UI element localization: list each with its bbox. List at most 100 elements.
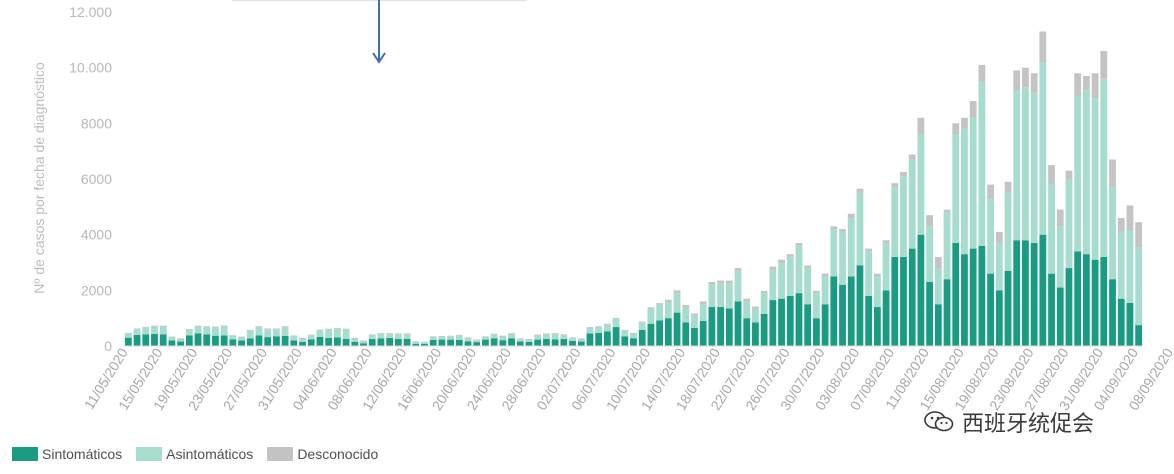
bar-segment-asintomaticos: [1013, 89, 1021, 241]
bar-segment-asintomaticos: [821, 276, 829, 305]
bar-segment-asintomaticos: [804, 268, 812, 305]
bar-segment-asintomaticos: [1039, 62, 1047, 235]
bar-segment-sintomaticos: [647, 323, 655, 346]
bar-segment-sintomaticos: [577, 341, 585, 346]
bar-segment-asintomaticos: [839, 231, 846, 285]
bar-segment-desconocido: [673, 290, 681, 294]
bar-segment-sintomaticos: [142, 334, 150, 346]
bar-segment-asintomaticos: [394, 334, 402, 340]
bar-segment-desconocido: [1100, 50, 1108, 79]
bar-segment-asintomaticos: [133, 329, 141, 335]
bar-segment-asintomaticos: [543, 334, 550, 340]
bar-segment-asintomaticos: [760, 293, 768, 314]
bar-segment-asintomaticos: [926, 226, 934, 282]
bar-segment-sintomaticos: [813, 318, 820, 346]
bar-segment-sintomaticos: [516, 341, 524, 346]
bar-segment-sintomaticos: [333, 337, 341, 346]
bar-segment-sintomaticos: [238, 340, 245, 346]
bar-segment-asintomaticos: [508, 334, 515, 339]
bar-segment-sintomaticos: [403, 338, 411, 346]
bar-segment-desconocido: [752, 306, 759, 309]
bar-segment-sintomaticos: [185, 335, 193, 346]
bar-segment-sintomaticos: [952, 243, 960, 346]
bar-segment-sintomaticos: [447, 339, 454, 346]
bar-segment-desconocido: [212, 326, 219, 328]
bar-segment-desconocido: [142, 326, 150, 328]
bar-segment-asintomaticos: [830, 229, 838, 277]
bar-segment-asintomaticos: [316, 330, 324, 337]
bar-segment-sintomaticos: [377, 338, 385, 346]
bar-segment-asintomaticos: [978, 81, 986, 246]
bar-segment-sintomaticos: [473, 342, 481, 346]
bar-segment-asintomaticos: [1004, 192, 1012, 271]
bar-segment-asintomaticos: [212, 327, 219, 336]
bar-segment-asintomaticos: [795, 245, 803, 294]
bar-segment-sintomaticos: [987, 273, 994, 346]
bar-segment-desconocido: [630, 332, 637, 334]
bar-segment-sintomaticos: [900, 256, 907, 346]
x-axis-ticks: 11/05/202015/05/202019/05/202023/05/2020…: [81, 345, 1174, 413]
bar-segment-desconocido: [595, 326, 603, 328]
bar-segment-desconocido: [830, 226, 838, 230]
bar-segment-desconocido: [778, 259, 785, 263]
bar-segment-desconocido: [1048, 165, 1055, 185]
bar-segment-desconocido: [569, 337, 576, 338]
bar-segment-sintomaticos: [455, 339, 463, 346]
bar-segment-sintomaticos: [482, 339, 489, 346]
bar-segment-sintomaticos: [368, 339, 376, 346]
arrow-down-icon: [372, 0, 386, 64]
bar-segment-asintomaticos: [1048, 184, 1055, 274]
watermark-text: 西班牙统促会: [962, 412, 1095, 437]
bar-segment-asintomaticos: [1022, 87, 1029, 241]
bar-segment-sintomaticos: [743, 318, 751, 346]
bar-segment-sintomaticos: [865, 295, 873, 346]
bar-segment-asintomaticos: [1117, 231, 1125, 299]
bar-segment-sintomaticos: [412, 343, 420, 346]
bar-segment-asintomaticos: [699, 304, 707, 321]
bar-segment-desconocido: [516, 338, 524, 340]
bar-segment-desconocido: [551, 333, 559, 335]
bar-segment-desconocido: [220, 325, 228, 327]
bar-segment-sintomaticos: [1056, 287, 1064, 346]
bar-segment-sintomaticos: [525, 341, 533, 346]
bar-segment-sintomaticos: [752, 322, 759, 346]
bar-segment-sintomaticos: [421, 343, 428, 346]
bar-segment-desconocido: [1013, 70, 1021, 90]
bar-segment-sintomaticos: [394, 339, 402, 346]
legend-swatch: [12, 447, 38, 461]
bar-segment-asintomaticos: [299, 338, 306, 342]
bar-segment-sintomaticos: [151, 334, 158, 346]
bar-segment-desconocido: [534, 334, 542, 336]
bar-segment-sintomaticos: [926, 281, 934, 346]
bar-segment-desconocido: [943, 209, 951, 213]
bar-segment-asintomaticos: [873, 276, 881, 308]
bar-segment-desconocido: [725, 280, 733, 284]
bar-segment-sintomaticos: [891, 256, 899, 346]
bar-segment-asintomaticos: [569, 337, 576, 341]
bar-segment-sintomaticos: [255, 335, 263, 346]
bar-segment-sintomaticos: [1013, 240, 1021, 346]
y-tick-label: 10.000: [69, 60, 112, 76]
bar-segment-asintomaticos: [255, 327, 263, 336]
bar-segment-sintomaticos: [630, 338, 637, 346]
bar-segment-sintomaticos: [316, 336, 324, 346]
bar-segment-desconocido: [734, 268, 742, 271]
bar-segment-desconocido: [368, 334, 376, 335]
legend-label: Sintomáticos: [42, 446, 123, 462]
y-tick-label: 12.000: [69, 4, 112, 20]
bar-segment-desconocido: [577, 338, 585, 339]
bar-segment-asintomaticos: [908, 159, 916, 249]
bar-segment-sintomaticos: [1135, 325, 1143, 347]
bar-segment-sintomaticos: [351, 341, 359, 346]
bar-segment-asintomaticos: [969, 117, 977, 249]
bar-segment-asintomaticos: [1065, 179, 1073, 269]
bar-segment-desconocido: [508, 333, 515, 335]
bar-segment-asintomaticos: [351, 338, 359, 342]
bar-segment-desconocido: [412, 341, 420, 342]
bar-segment-desconocido: [865, 248, 873, 252]
bar-segment-asintomaticos: [273, 329, 280, 337]
bar-segment-asintomaticos: [664, 302, 672, 319]
bar-segment-desconocido: [394, 333, 402, 335]
bar-segment-asintomaticos: [551, 334, 559, 340]
bar-segment-desconocido: [299, 337, 306, 339]
